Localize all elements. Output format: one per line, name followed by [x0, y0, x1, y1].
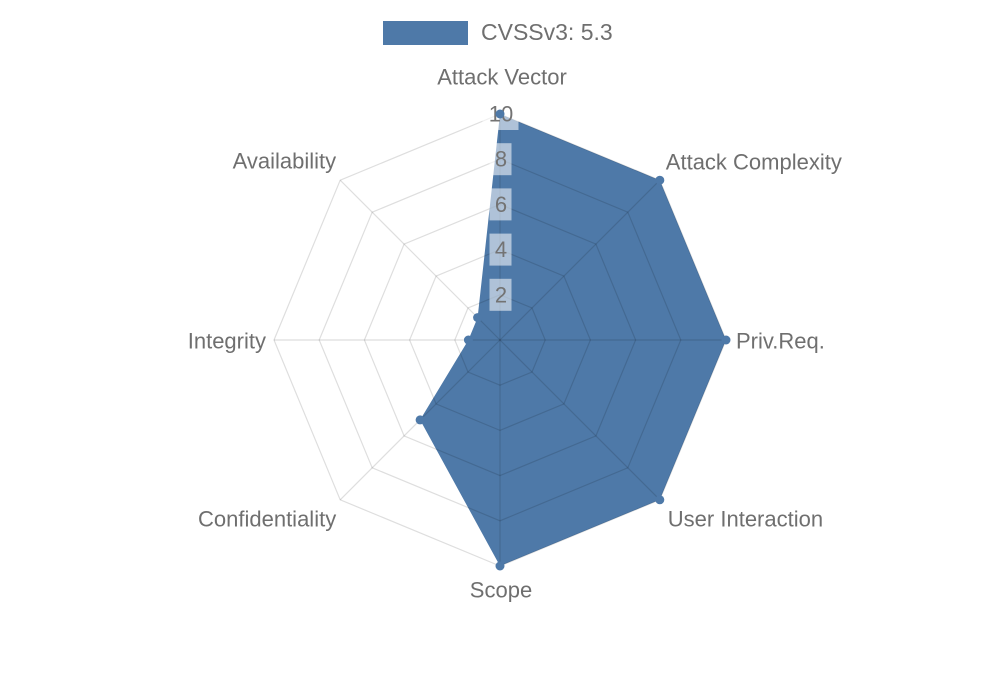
- vertex-dot-priv-req: [721, 335, 731, 345]
- grid-spoke: [499, 339, 661, 501]
- vertex-dot-availability: [473, 313, 483, 323]
- axis-label-attack-vector: Attack Vector: [437, 65, 567, 90]
- grid-ring: [363, 203, 637, 477]
- grid-ring: [408, 248, 592, 432]
- axis-label-attack-complexity: Attack Complexity: [666, 150, 842, 175]
- axis-label-confidentiality: Confidentiality: [198, 506, 336, 531]
- grid-ring: [318, 158, 682, 522]
- vertex-dot-confidentiality: [415, 415, 425, 425]
- vertex-dot-user-interaction: [655, 495, 665, 505]
- axis-label-scope: Scope: [470, 578, 532, 603]
- axis-label-priv-req: Priv.Req.: [736, 329, 825, 354]
- vertex-dot-integrity: [463, 335, 473, 345]
- radial-tick-label: 8: [495, 147, 507, 172]
- tick-chip: [489, 188, 512, 221]
- axis-label-integrity: Integrity: [188, 329, 266, 354]
- tick-chip: [489, 278, 512, 311]
- grid-spoke: [339, 179, 501, 341]
- grid-spoke: [499, 179, 661, 341]
- legend-label: CVSSv3: 5.3: [481, 19, 613, 45]
- radial-tick-label: 6: [495, 192, 507, 217]
- vertex-dot-attack-complexity: [655, 175, 665, 185]
- vertex-dot-attack-vector: [495, 109, 505, 119]
- tick-chip: [489, 233, 512, 266]
- grid-ring: [454, 294, 546, 386]
- legend-swatch: [383, 20, 468, 45]
- legend: CVSSv3: 5.3: [383, 19, 613, 46]
- axis-label-user-interaction: User Interaction: [668, 506, 823, 531]
- radial-tick-label: 4: [495, 237, 507, 262]
- vertex-dot-scope: [495, 561, 505, 571]
- tick-chip: [489, 143, 512, 176]
- radar-fill-polygon: [420, 114, 726, 566]
- axis-label-availability: Availability: [233, 149, 337, 174]
- radial-tick-label: 2: [495, 282, 507, 307]
